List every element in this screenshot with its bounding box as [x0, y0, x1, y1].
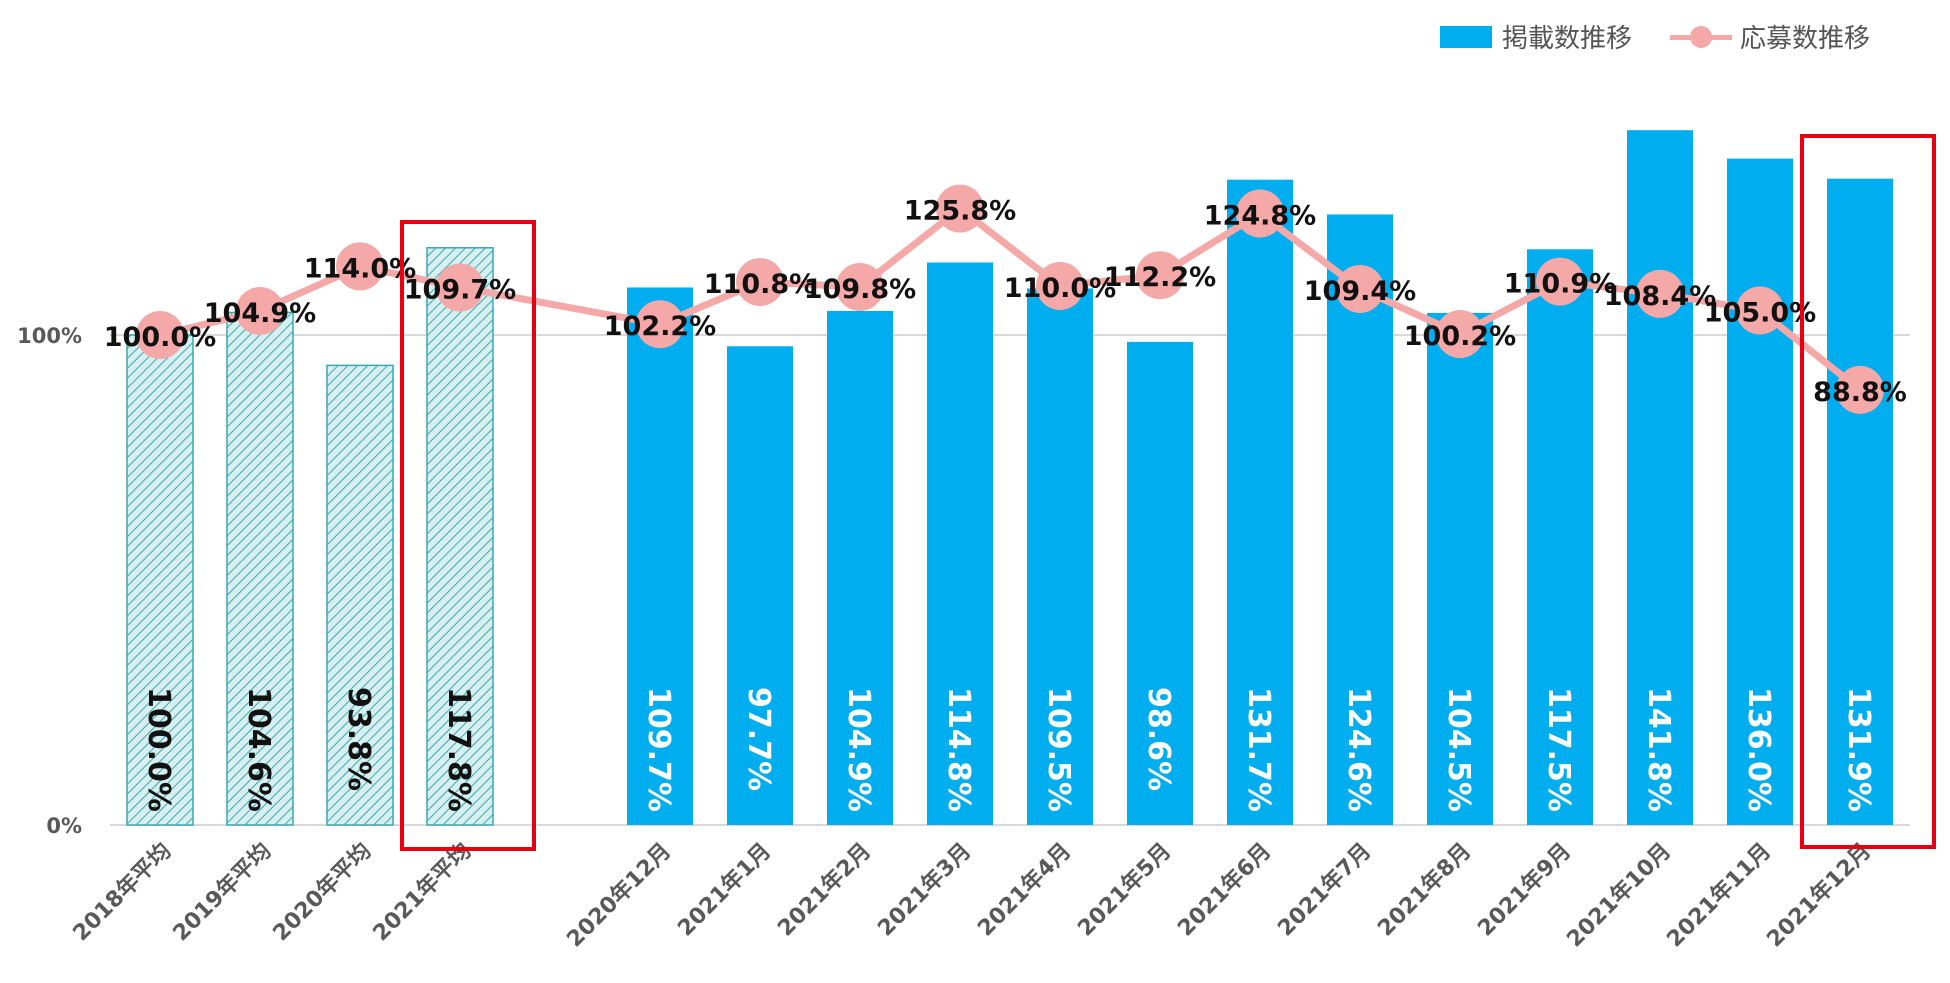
x-tick-label: 2021年2月 — [773, 838, 877, 942]
bar — [1627, 130, 1693, 825]
legend-item-line: 応募数推移 — [1670, 18, 1870, 55]
line-point — [1536, 257, 1584, 306]
bar-value-label: 114.8% — [941, 687, 976, 812]
bar — [326, 364, 394, 826]
legend-line-swatch — [1670, 25, 1733, 48]
bar — [1127, 341, 1193, 825]
bar-value-label: 93.8% — [341, 687, 376, 791]
bar-value-label: 117.5% — [1541, 687, 1576, 812]
line-value-label: 100.2% — [1404, 321, 1516, 352]
legend-item-bar: 掲載数推移 — [1440, 18, 1632, 55]
line-point — [1436, 310, 1484, 359]
line-point — [1836, 365, 1884, 414]
line-point — [1636, 269, 1684, 318]
legend-bar-swatch — [1440, 25, 1492, 48]
line-value-label: 124.8% — [1204, 200, 1316, 231]
line-value-label: 100.0% — [104, 322, 216, 353]
x-tick-label: 2021年5月 — [1073, 838, 1177, 942]
bar — [126, 334, 194, 826]
bar — [1327, 214, 1393, 825]
highlight-box — [400, 220, 536, 851]
bar-value-label: 136.0% — [1741, 687, 1776, 812]
bar — [927, 262, 993, 826]
line-point — [136, 311, 184, 359]
x-tick-label: 2021年10月 — [1562, 838, 1676, 952]
bar-value-label: 104.9% — [841, 687, 876, 812]
bar-value-label: 97.7% — [741, 687, 776, 791]
line-point — [336, 242, 384, 291]
x-tick-label: 2021年3月 — [873, 838, 977, 942]
line-point — [236, 286, 284, 335]
x-tick-label: 2021年1月 — [673, 838, 777, 942]
x-tick-label: 2021年8月 — [1373, 838, 1477, 942]
bar-value-label: 124.6% — [1341, 687, 1376, 812]
bar — [226, 311, 294, 826]
line-point — [936, 184, 984, 233]
x-tick-label: 2020年12月 — [562, 838, 676, 952]
line-point — [636, 300, 684, 349]
x-tick-label: 2021年6月 — [1173, 838, 1277, 942]
line-value-label: 104.9% — [204, 298, 316, 329]
bar-value-label: 100.0% — [141, 687, 176, 812]
bar — [1727, 158, 1793, 826]
x-tick-label: 2021年9月 — [1473, 838, 1577, 942]
bar-value-label: 98.6% — [1141, 687, 1176, 791]
x-tick-label: 2021年7月 — [1273, 838, 1377, 942]
line-value-label: 112.2% — [1104, 262, 1216, 293]
bar-value-label: 109.5% — [1041, 687, 1076, 812]
bar — [1227, 179, 1293, 826]
line-point — [1736, 286, 1784, 335]
chart-legend: 掲載数推移 応募数推移 — [1440, 18, 1908, 55]
line-point — [1036, 262, 1084, 310]
bar-value-label: 104.6% — [241, 687, 276, 812]
line-value-label: 125.8% — [904, 196, 1016, 227]
bar — [1027, 288, 1093, 825]
line-point — [436, 263, 484, 312]
line-point — [836, 262, 884, 311]
legend-bar-label: 掲載数推移 — [1502, 24, 1633, 54]
line-value-label: 105.0% — [1704, 298, 1816, 329]
bar-value-label: 131.9% — [1841, 687, 1876, 812]
y-tick-label: 100% — [17, 324, 82, 348]
bar — [1427, 312, 1493, 825]
bar-value-label: 117.8% — [441, 687, 476, 812]
line-value-label: 108.4% — [1604, 281, 1716, 312]
bar — [727, 346, 793, 825]
line-point — [1336, 264, 1384, 313]
bar — [627, 287, 693, 826]
x-tick-label: 2021年4月 — [973, 838, 1077, 942]
x-tick-label: 2021年平均 — [368, 838, 476, 946]
line-value-label: 88.8% — [1813, 377, 1907, 408]
bar-value-label: 104.5% — [1441, 687, 1476, 812]
legend-line-label: 応募数推移 — [1740, 24, 1871, 54]
bar — [827, 310, 893, 825]
bar — [1527, 249, 1593, 825]
highlight-box — [1800, 134, 1936, 849]
line-point — [1136, 251, 1184, 300]
line-value-label: 102.2% — [604, 311, 716, 342]
line-value-label: 109.8% — [804, 274, 916, 305]
line-value-label: 110.9% — [1504, 269, 1616, 300]
line-point — [1236, 189, 1284, 238]
bar-value-label: 131.7% — [1241, 687, 1276, 812]
line-value-label: 110.8% — [704, 269, 816, 300]
bar-value-label: 109.7% — [641, 687, 676, 812]
line-value-label: 109.7% — [404, 274, 516, 305]
x-tick-label: 2019年平均 — [168, 838, 276, 946]
line-value-label: 110.0% — [1004, 273, 1116, 304]
line-point — [736, 258, 784, 307]
y-tick-label: 0% — [46, 814, 82, 838]
x-tick-label: 2021年12月 — [1762, 838, 1876, 952]
bar — [1827, 178, 1893, 825]
x-tick-label: 2020年平均 — [268, 838, 376, 946]
bar — [426, 247, 494, 826]
x-tick-label: 2018年平均 — [68, 838, 176, 946]
x-tick-label: 2021年11月 — [1662, 838, 1776, 952]
line-value-label: 114.0% — [304, 253, 416, 284]
line-value-label: 109.4% — [1304, 276, 1416, 307]
bar-value-label: 141.8% — [1641, 687, 1676, 812]
